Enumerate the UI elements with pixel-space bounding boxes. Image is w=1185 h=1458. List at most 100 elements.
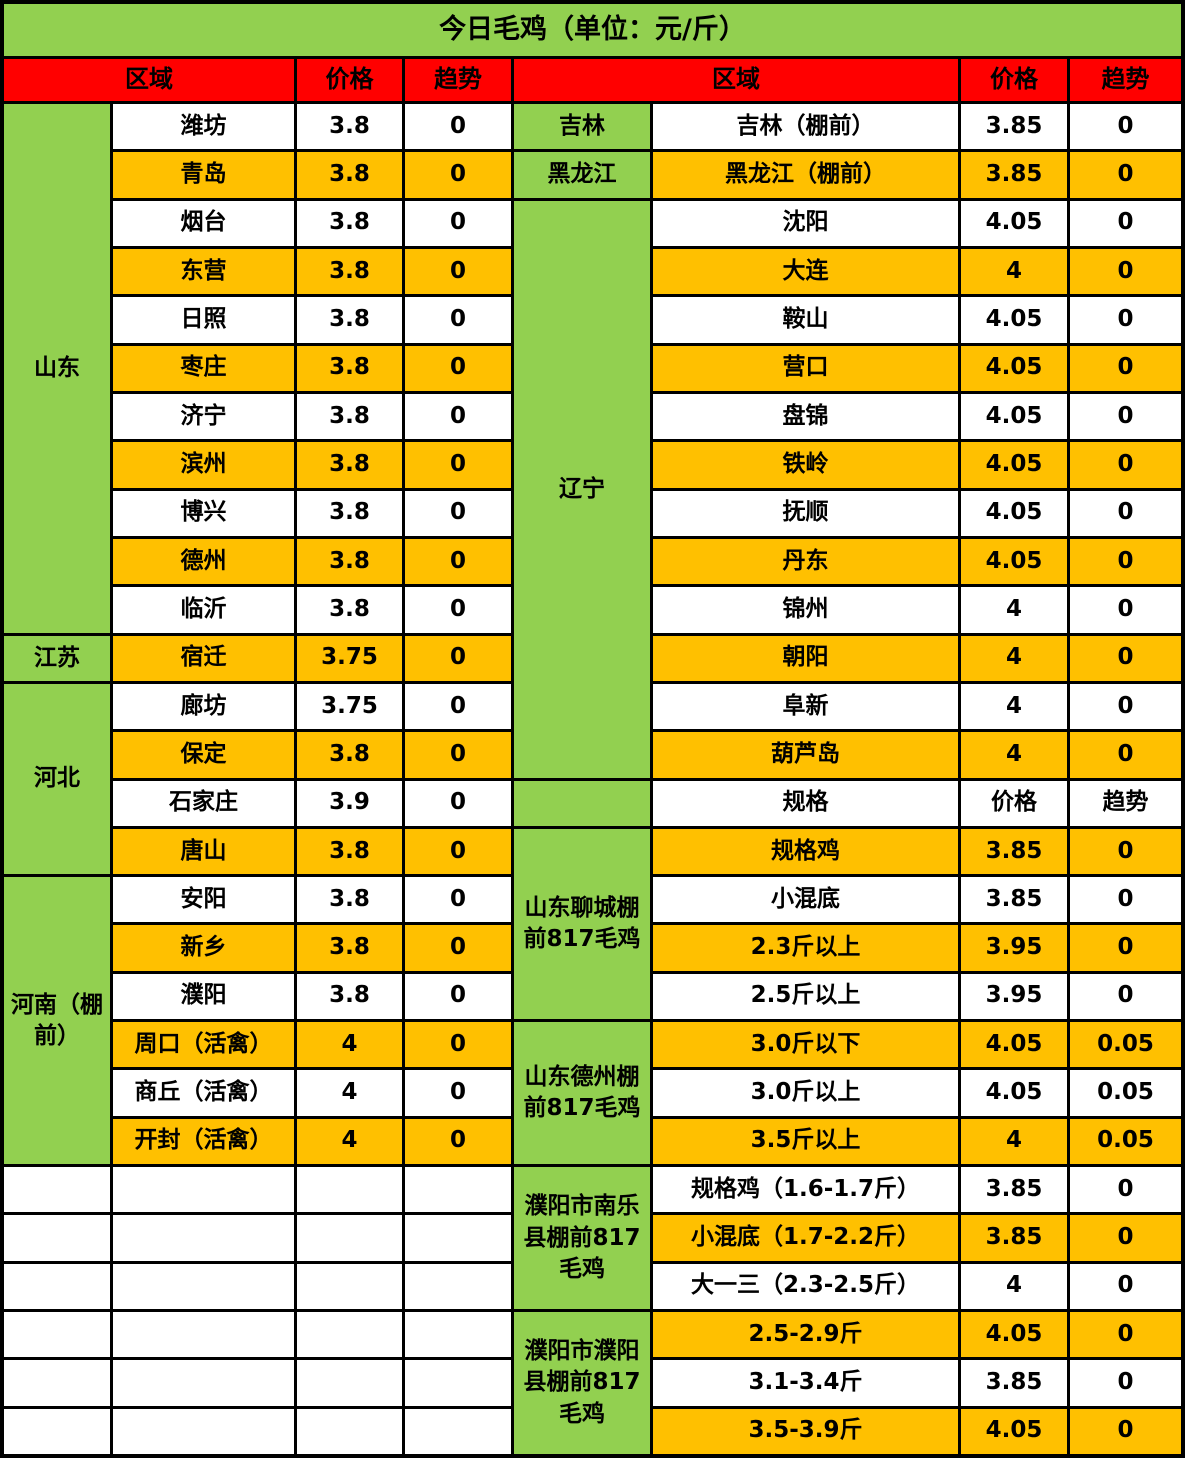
trend-cell: 0: [1070, 1360, 1181, 1406]
spec-cell: 规格鸡（1.6-1.7斤）: [653, 1167, 958, 1213]
header-region-right: 区域: [514, 59, 958, 101]
spec-cell: 大连: [653, 248, 958, 295]
spec-cell: 黑龙江（棚前）: [653, 152, 958, 198]
region-cell: 河南（棚前）: [4, 877, 110, 1165]
price-cell: 3.85: [961, 1360, 1067, 1406]
price-cell: 3.8: [297, 587, 402, 633]
price-cell: 3.8: [297, 490, 402, 536]
price-cell: 4: [961, 732, 1067, 778]
price-cell: 3.8: [297, 104, 402, 150]
trend-cell: 0: [1070, 200, 1181, 246]
trend-cell: 0.05: [1070, 1022, 1181, 1068]
trend-cell: 0: [405, 877, 511, 923]
spec-cell: 丹东: [653, 538, 958, 585]
trend-cell: 0: [405, 732, 511, 778]
city-cell: 滨州: [113, 442, 294, 488]
region-cell: 山东: [4, 104, 110, 633]
price-cell: 3.85: [961, 104, 1067, 150]
empty-cell: [113, 1360, 294, 1406]
trend-cell: 0: [1070, 732, 1181, 778]
spec-cell: 鞍山: [653, 297, 958, 343]
city-cell: 临沂: [113, 587, 294, 633]
region-cell: 黑龙江: [514, 152, 650, 198]
price-cell: 3.85: [961, 877, 1067, 923]
city-cell: 商丘（活禽）: [113, 1070, 294, 1116]
price-cell: 4: [961, 248, 1067, 295]
spec-cell: 铁岭: [653, 442, 958, 488]
city-cell: 唐山: [113, 828, 294, 875]
price-cell: 3.8: [297, 200, 402, 246]
header-trend-right: 趋势: [1070, 59, 1181, 101]
spec-cell: 小混底（1.7-2.2斤）: [653, 1215, 958, 1261]
price-cell: 3.95: [961, 925, 1067, 971]
price-cell: 4.05: [961, 1022, 1067, 1068]
price-cell: 3.8: [297, 828, 402, 875]
empty-cell: [113, 1408, 294, 1454]
trend-cell: 0: [1070, 925, 1181, 971]
trend-cell: 0: [405, 538, 511, 585]
trend-cell: 0: [405, 780, 511, 826]
header-price-left: 价格: [297, 59, 402, 101]
region-cell: 江苏: [4, 635, 110, 681]
spec-cell: 营口: [653, 345, 958, 391]
price-cell: 4.05: [961, 200, 1067, 246]
price-cell: 4: [961, 683, 1067, 730]
price-cell: 4.05: [961, 297, 1067, 343]
trend-cell: 0: [405, 828, 511, 875]
spec-header-cell: 规格: [653, 780, 958, 826]
empty-cell: [405, 1360, 511, 1406]
header-region-left: 区域: [4, 59, 294, 101]
spec-cell: 2.5斤以上: [653, 973, 958, 1020]
city-cell: 烟台: [113, 200, 294, 246]
spec-cell: 规格鸡: [653, 828, 958, 875]
spec-cell: 小混底: [653, 877, 958, 923]
trend-cell: 0: [1070, 877, 1181, 923]
trend-cell: 0: [1070, 1167, 1181, 1213]
price-cell: 3.8: [297, 297, 402, 343]
trend-cell: 0: [405, 152, 511, 198]
empty-cell: [4, 1360, 110, 1406]
table-title: 今日毛鸡（单位：元/斤）: [4, 4, 1181, 56]
spec-cell: 葫芦岛: [653, 732, 958, 778]
empty-cell: [405, 1312, 511, 1358]
spec-cell: 盘锦: [653, 393, 958, 440]
price-cell: 3.8: [297, 732, 402, 778]
empty-cell: [113, 1263, 294, 1310]
trend-cell: 0.05: [1070, 1118, 1181, 1165]
spec-cell: 3.0斤以上: [653, 1070, 958, 1116]
price-cell: 4.05: [961, 490, 1067, 536]
trend-cell: 0: [1070, 828, 1181, 875]
trend-cell: 0: [405, 104, 511, 150]
header-price-right: 价格: [961, 59, 1067, 101]
price-cell: 3.85: [961, 1167, 1067, 1213]
city-cell: 石家庄: [113, 780, 294, 826]
price-cell: 4: [297, 1070, 402, 1116]
city-cell: 济宁: [113, 393, 294, 440]
price-cell: 3.85: [961, 1215, 1067, 1261]
region-cell: 山东德州棚前817毛鸡: [514, 1022, 650, 1165]
trend-cell: 0: [1070, 683, 1181, 730]
price-cell: 4: [961, 587, 1067, 633]
spec-cell: 吉林（棚前）: [653, 104, 958, 150]
spec-cell: 阜新: [653, 683, 958, 730]
spec-cell: 2.3斤以上: [653, 925, 958, 971]
trend-cell: 0: [1070, 248, 1181, 295]
trend-cell: 0: [1070, 635, 1181, 681]
empty-cell: [297, 1360, 402, 1406]
price-cell: 4: [961, 635, 1067, 681]
empty-cell: [4, 1312, 110, 1358]
empty-cell: [113, 1167, 294, 1213]
trend-cell: 0: [405, 635, 511, 681]
trend-cell: 0: [405, 442, 511, 488]
trend-cell: 0: [405, 297, 511, 343]
trend-cell: 0: [405, 683, 511, 730]
trend-cell: 0: [1070, 152, 1181, 198]
region-cell: 山东聊城棚前817毛鸡: [514, 828, 650, 1020]
trend-cell: 0: [1070, 442, 1181, 488]
price-cell: 3.8: [297, 393, 402, 440]
price-cell: 4: [961, 1263, 1067, 1310]
trend-cell: 0: [1070, 587, 1181, 633]
empty-cell: [113, 1215, 294, 1261]
empty-cell: [4, 1167, 110, 1213]
